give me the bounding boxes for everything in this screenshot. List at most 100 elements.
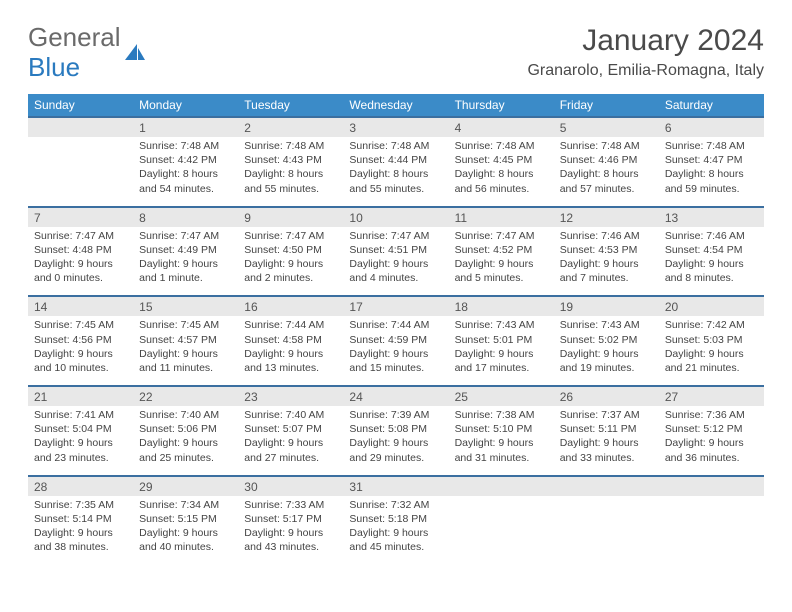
day-cell: Sunrise: 7:47 AMSunset: 4:50 PMDaylight:… [238, 227, 343, 297]
sunset-line: Sunset: 5:18 PM [349, 512, 442, 526]
day-number [28, 117, 133, 137]
day-number: 11 [449, 207, 554, 227]
sunset-line: Sunset: 4:46 PM [560, 153, 653, 167]
day-number: 22 [133, 386, 238, 406]
daylight-line2: and 27 minutes. [244, 451, 337, 465]
daynum-row: 14 15 16 17 18 19 20 [28, 296, 764, 316]
day-cell: Sunrise: 7:44 AMSunset: 4:58 PMDaylight:… [238, 316, 343, 386]
day-number: 4 [449, 117, 554, 137]
sunrise-line: Sunrise: 7:33 AM [244, 498, 337, 512]
sunset-line: Sunset: 4:57 PM [139, 333, 232, 347]
logo-text-block: General Blue [28, 24, 121, 80]
day-cell: Sunrise: 7:34 AMSunset: 5:15 PMDaylight:… [133, 496, 238, 565]
daylight-line: Daylight: 9 hours [349, 526, 442, 540]
daylight-line2: and 45 minutes. [349, 540, 442, 554]
daylight-line: Daylight: 9 hours [244, 347, 337, 361]
sunset-line: Sunset: 4:54 PM [665, 243, 758, 257]
sunset-line: Sunset: 5:15 PM [139, 512, 232, 526]
sunrise-line: Sunrise: 7:46 AM [665, 229, 758, 243]
day-number: 15 [133, 296, 238, 316]
location-subtitle: Granarolo, Emilia-Romagna, Italy [527, 62, 764, 80]
daylight-line2: and 8 minutes. [665, 271, 758, 285]
daynum-row: 7 8 9 10 11 12 13 [28, 207, 764, 227]
day-number: 19 [554, 296, 659, 316]
day-cell: Sunrise: 7:48 AMSunset: 4:42 PMDaylight:… [133, 137, 238, 207]
day-cell: Sunrise: 7:44 AMSunset: 4:59 PMDaylight:… [343, 316, 448, 386]
daylight-line2: and 55 minutes. [244, 182, 337, 196]
daylight-line: Daylight: 9 hours [349, 347, 442, 361]
month-title: January 2024 [527, 24, 764, 58]
daylight-line2: and 31 minutes. [455, 451, 548, 465]
sunset-line: Sunset: 5:17 PM [244, 512, 337, 526]
daylight-line: Daylight: 9 hours [244, 257, 337, 271]
daylight-line: Daylight: 8 hours [244, 167, 337, 181]
calendar-body: 1 2 3 4 5 6 Sunrise: 7:48 AMSunset: 4:42… [28, 117, 764, 564]
day-number: 16 [238, 296, 343, 316]
daylight-line2: and 5 minutes. [455, 271, 548, 285]
content-row: Sunrise: 7:35 AMSunset: 5:14 PMDaylight:… [28, 496, 764, 565]
day-number: 6 [659, 117, 764, 137]
daylight-line2: and 29 minutes. [349, 451, 442, 465]
sunrise-line: Sunrise: 7:48 AM [665, 139, 758, 153]
daylight-line2: and 4 minutes. [349, 271, 442, 285]
sunrise-line: Sunrise: 7:47 AM [244, 229, 337, 243]
day-number: 17 [343, 296, 448, 316]
daylight-line2: and 15 minutes. [349, 361, 442, 375]
sunrise-line: Sunrise: 7:35 AM [34, 498, 127, 512]
sunset-line: Sunset: 4:45 PM [455, 153, 548, 167]
day-cell: Sunrise: 7:40 AMSunset: 5:06 PMDaylight:… [133, 406, 238, 476]
daylight-line: Daylight: 9 hours [560, 257, 653, 271]
day-number: 24 [343, 386, 448, 406]
calendar-table: Sunday Monday Tuesday Wednesday Thursday… [28, 94, 764, 564]
day-number [449, 476, 554, 496]
day-number: 14 [28, 296, 133, 316]
sunset-line: Sunset: 5:07 PM [244, 422, 337, 436]
daylight-line2: and 21 minutes. [665, 361, 758, 375]
sunset-line: Sunset: 4:52 PM [455, 243, 548, 257]
sunrise-line: Sunrise: 7:43 AM [560, 318, 653, 332]
daylight-line2: and 43 minutes. [244, 540, 337, 554]
day-cell: Sunrise: 7:47 AMSunset: 4:48 PMDaylight:… [28, 227, 133, 297]
day-header: Thursday [449, 94, 554, 117]
day-number [659, 476, 764, 496]
sunrise-line: Sunrise: 7:47 AM [34, 229, 127, 243]
brand-word1: General [28, 24, 121, 50]
day-number: 28 [28, 476, 133, 496]
content-row: Sunrise: 7:48 AMSunset: 4:42 PMDaylight:… [28, 137, 764, 207]
daylight-line: Daylight: 9 hours [244, 436, 337, 450]
day-cell: Sunrise: 7:46 AMSunset: 4:54 PMDaylight:… [659, 227, 764, 297]
day-cell: Sunrise: 7:42 AMSunset: 5:03 PMDaylight:… [659, 316, 764, 386]
day-number: 26 [554, 386, 659, 406]
day-cell: Sunrise: 7:35 AMSunset: 5:14 PMDaylight:… [28, 496, 133, 565]
daylight-line: Daylight: 9 hours [139, 347, 232, 361]
day-number: 13 [659, 207, 764, 227]
sunset-line: Sunset: 4:49 PM [139, 243, 232, 257]
sunset-line: Sunset: 5:02 PM [560, 333, 653, 347]
daylight-line: Daylight: 9 hours [455, 257, 548, 271]
sunset-line: Sunset: 5:06 PM [139, 422, 232, 436]
day-number: 23 [238, 386, 343, 406]
day-cell: Sunrise: 7:33 AMSunset: 5:17 PMDaylight:… [238, 496, 343, 565]
day-header: Wednesday [343, 94, 448, 117]
day-number: 7 [28, 207, 133, 227]
day-number: 8 [133, 207, 238, 227]
daylight-line2: and 55 minutes. [349, 182, 442, 196]
content-row: Sunrise: 7:41 AMSunset: 5:04 PMDaylight:… [28, 406, 764, 476]
daylight-line2: and 38 minutes. [34, 540, 127, 554]
daylight-line: Daylight: 9 hours [665, 436, 758, 450]
sunset-line: Sunset: 5:08 PM [349, 422, 442, 436]
sunrise-line: Sunrise: 7:34 AM [139, 498, 232, 512]
sunrise-line: Sunrise: 7:47 AM [455, 229, 548, 243]
sunrise-line: Sunrise: 7:44 AM [349, 318, 442, 332]
day-cell: Sunrise: 7:48 AMSunset: 4:46 PMDaylight:… [554, 137, 659, 207]
day-number: 21 [28, 386, 133, 406]
day-cell: Sunrise: 7:37 AMSunset: 5:11 PMDaylight:… [554, 406, 659, 476]
sunset-line: Sunset: 5:11 PM [560, 422, 653, 436]
sunset-line: Sunset: 5:10 PM [455, 422, 548, 436]
sunrise-line: Sunrise: 7:47 AM [349, 229, 442, 243]
daylight-line: Daylight: 8 hours [560, 167, 653, 181]
daylight-line: Daylight: 8 hours [349, 167, 442, 181]
day-number: 2 [238, 117, 343, 137]
sunrise-line: Sunrise: 7:43 AM [455, 318, 548, 332]
daylight-line: Daylight: 9 hours [349, 257, 442, 271]
